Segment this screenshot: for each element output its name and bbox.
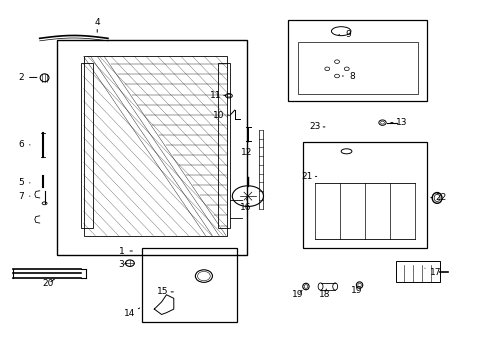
- Text: 17: 17: [424, 268, 441, 277]
- Text: 1: 1: [119, 247, 132, 256]
- Text: 9: 9: [338, 30, 350, 39]
- Bar: [83, 56, 227, 235]
- Text: 19: 19: [292, 290, 303, 299]
- Bar: [217, 63, 229, 228]
- Text: 16: 16: [239, 199, 251, 212]
- Text: 7: 7: [18, 192, 30, 201]
- Text: 6: 6: [18, 140, 30, 149]
- Bar: [142, 248, 237, 321]
- Bar: [298, 42, 417, 94]
- Bar: [81, 63, 93, 228]
- Text: 11: 11: [209, 91, 225, 100]
- Bar: [57, 40, 246, 255]
- Text: 21: 21: [301, 172, 316, 181]
- Text: 8: 8: [342, 72, 354, 81]
- Text: 5: 5: [18, 178, 30, 187]
- Text: 15: 15: [157, 287, 173, 296]
- Text: 10: 10: [213, 111, 228, 120]
- Text: 12: 12: [241, 141, 252, 157]
- Text: 19: 19: [350, 286, 362, 295]
- Text: 4: 4: [94, 18, 100, 32]
- Text: 23: 23: [308, 122, 325, 131]
- Bar: [303, 142, 427, 248]
- Text: 18: 18: [319, 289, 330, 298]
- Text: 13: 13: [390, 118, 407, 127]
- Text: 2: 2: [19, 73, 37, 82]
- Text: 14: 14: [124, 308, 140, 318]
- Bar: [288, 21, 427, 101]
- Text: 20: 20: [43, 279, 54, 288]
- Bar: [395, 261, 439, 282]
- Text: 3: 3: [119, 261, 126, 270]
- Text: 22: 22: [430, 193, 445, 202]
